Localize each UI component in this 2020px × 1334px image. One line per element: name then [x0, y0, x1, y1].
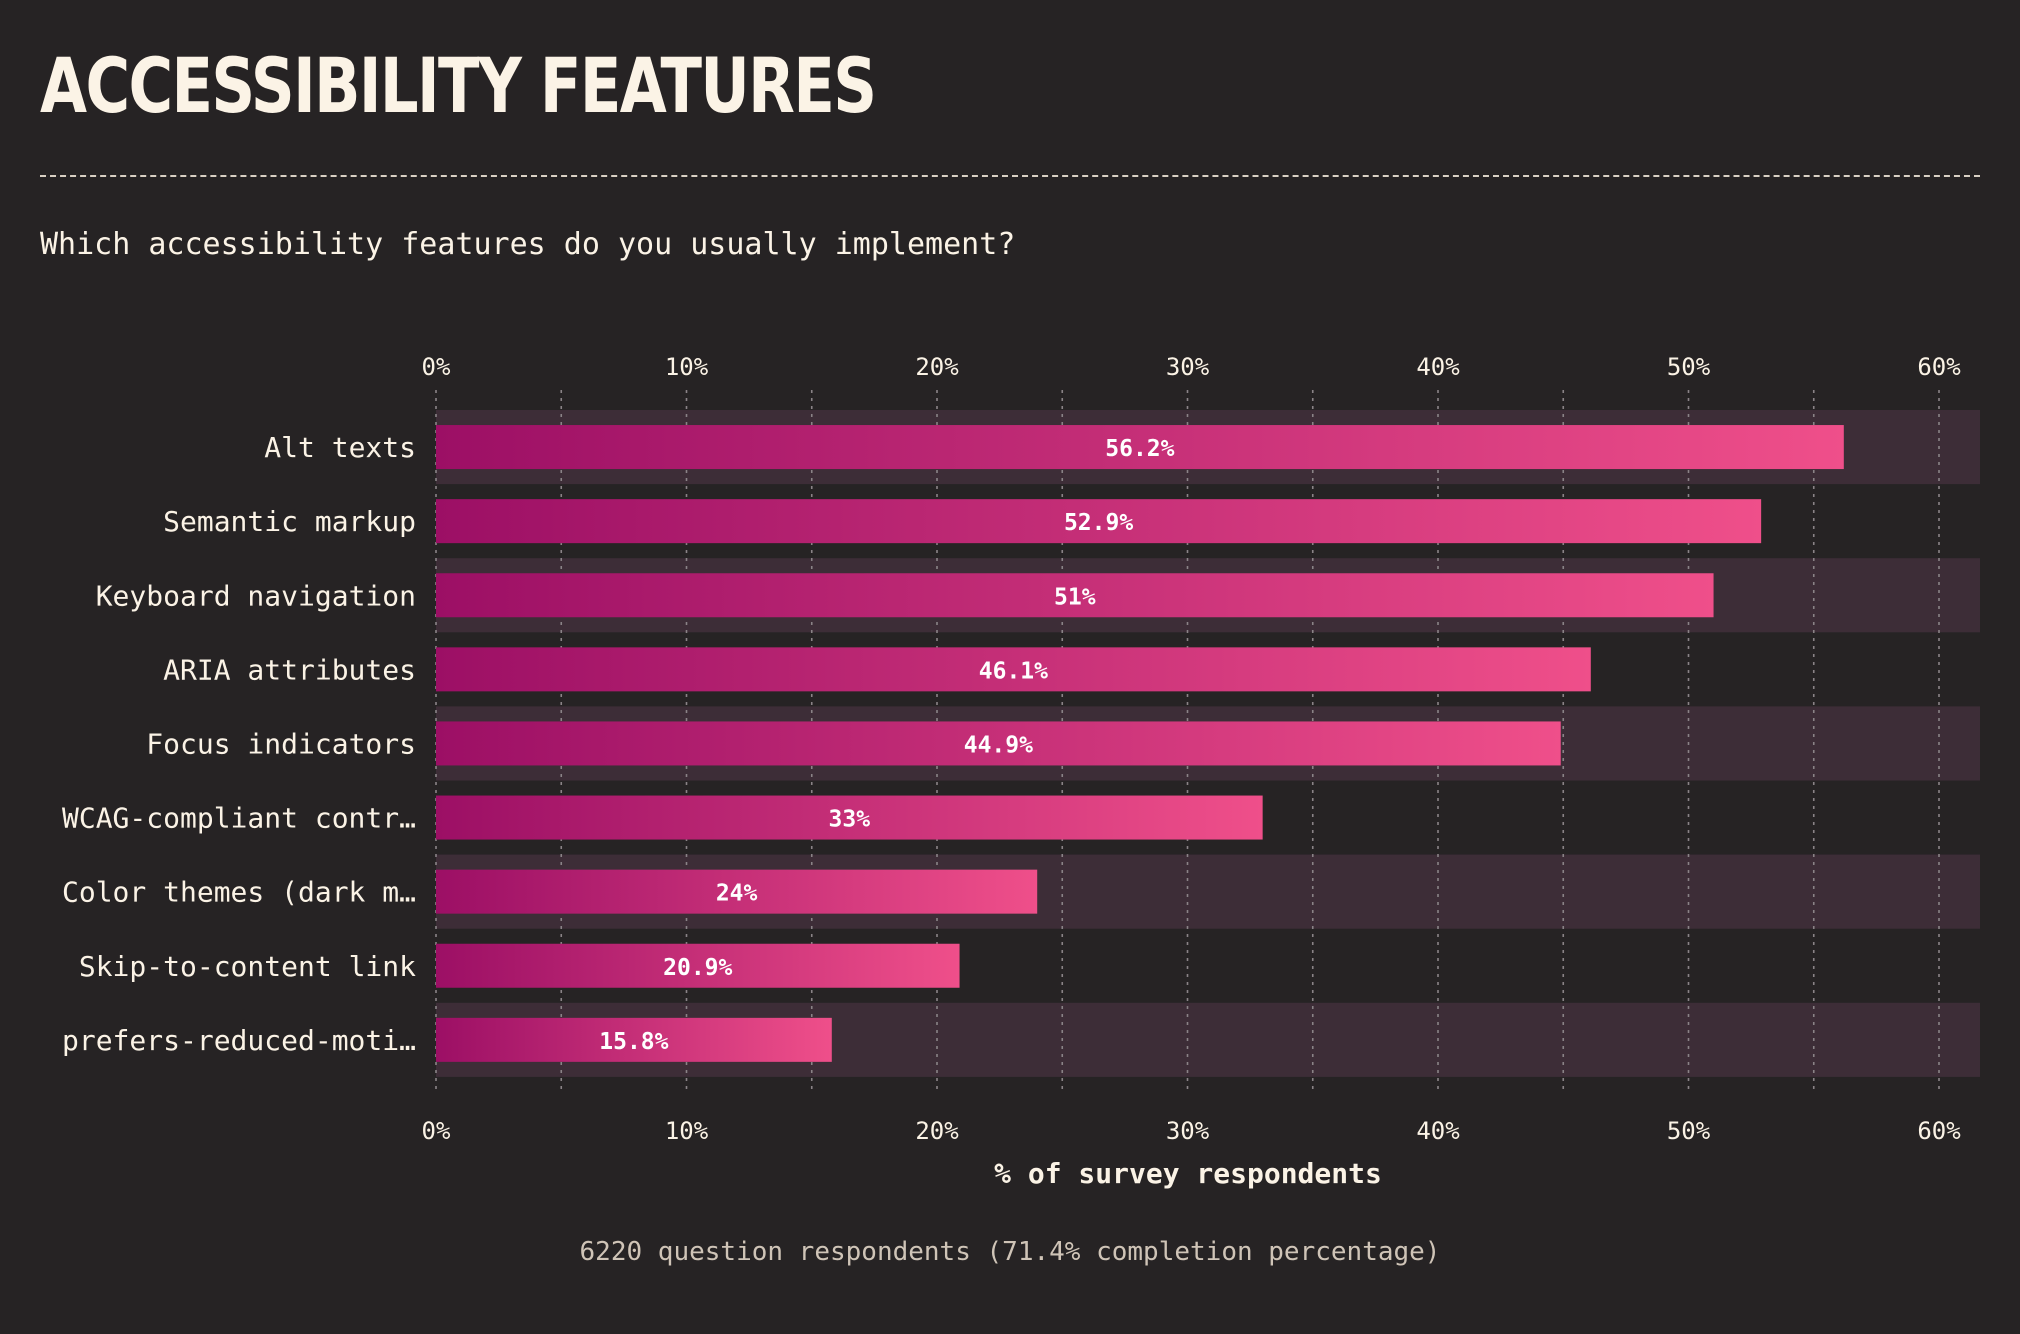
category-labels: Alt texts Semantic markup Keyboard navigat…: [62, 431, 416, 1057]
category-label: Semantic markup: [163, 505, 416, 538]
x-tick-label-bottom: 50%: [1667, 1117, 1711, 1145]
category-label: WCAG-compliant contr…: [62, 802, 416, 835]
top-axis-ticks: 0% 10% 20% 30% 40% 50% 60%: [422, 353, 1962, 381]
x-tick-label-bottom: 60%: [1917, 1117, 1961, 1145]
value-label: 44.9%: [964, 732, 1033, 758]
bar: [436, 1017, 832, 1062]
bottom-axis-ticks: 0% 10% 20% 30% 40% 50% 60%: [422, 1117, 1962, 1145]
bars: [436, 425, 1844, 1062]
title-divider: [40, 175, 1980, 177]
x-tick-label-bottom: 10%: [665, 1117, 709, 1145]
value-label: 51%: [1054, 584, 1096, 610]
bar: [436, 499, 1762, 544]
x-tick-label-top: 20%: [915, 353, 959, 381]
bar: [436, 647, 1591, 692]
x-tick-label-top: 0%: [422, 353, 451, 381]
category-label: ARIA attributes: [163, 653, 416, 686]
bar: [436, 943, 960, 988]
bar: [436, 573, 1714, 618]
x-tick-label-bottom: 0%: [422, 1117, 451, 1145]
value-label: 52.9%: [1064, 510, 1133, 536]
bar: [436, 795, 1263, 840]
x-tick-label-top: 50%: [1667, 353, 1711, 381]
category-label: Keyboard navigation: [96, 579, 416, 612]
value-label: 24%: [716, 881, 758, 907]
value-label: 33%: [829, 807, 871, 833]
bar: [436, 425, 1844, 470]
value-label: 46.1%: [979, 658, 1048, 684]
x-tick-label-top: 10%: [665, 353, 709, 381]
x-tick-label-top: 30%: [1166, 353, 1210, 381]
category-label: Color themes (dark m…: [62, 876, 416, 909]
bar: [436, 721, 1561, 766]
survey-question: Which accessibility features do you usua…: [40, 227, 1016, 262]
x-tick-label-bottom: 20%: [915, 1117, 959, 1145]
x-tick-label-top: 40%: [1416, 353, 1460, 381]
category-label: Alt texts: [264, 431, 416, 464]
x-tick-label-bottom: 40%: [1416, 1117, 1460, 1145]
category-label: Focus indicators: [146, 727, 416, 760]
x-axis-label: % of survey respondents: [994, 1157, 1382, 1190]
value-labels: 56.2% 52.9% 51% 46.1% 44.9% 33% 24% 20.9% 15.8%: [599, 436, 1174, 1055]
respondents-note: 6220 question respondents (71.4% complet…: [579, 1237, 1441, 1267]
category-label: prefers-reduced-moti…: [62, 1024, 416, 1057]
value-label: 56.2%: [1105, 436, 1174, 462]
chart-title: ACCESSIBILITY FEATURES: [40, 41, 877, 130]
value-label: 15.8%: [599, 1029, 668, 1055]
x-tick-label-top: 60%: [1917, 353, 1961, 381]
value-label: 20.9%: [663, 955, 732, 981]
category-label: Skip-to-content link: [79, 950, 416, 983]
bar: [436, 869, 1038, 914]
x-tick-label-bottom: 30%: [1166, 1117, 1210, 1145]
